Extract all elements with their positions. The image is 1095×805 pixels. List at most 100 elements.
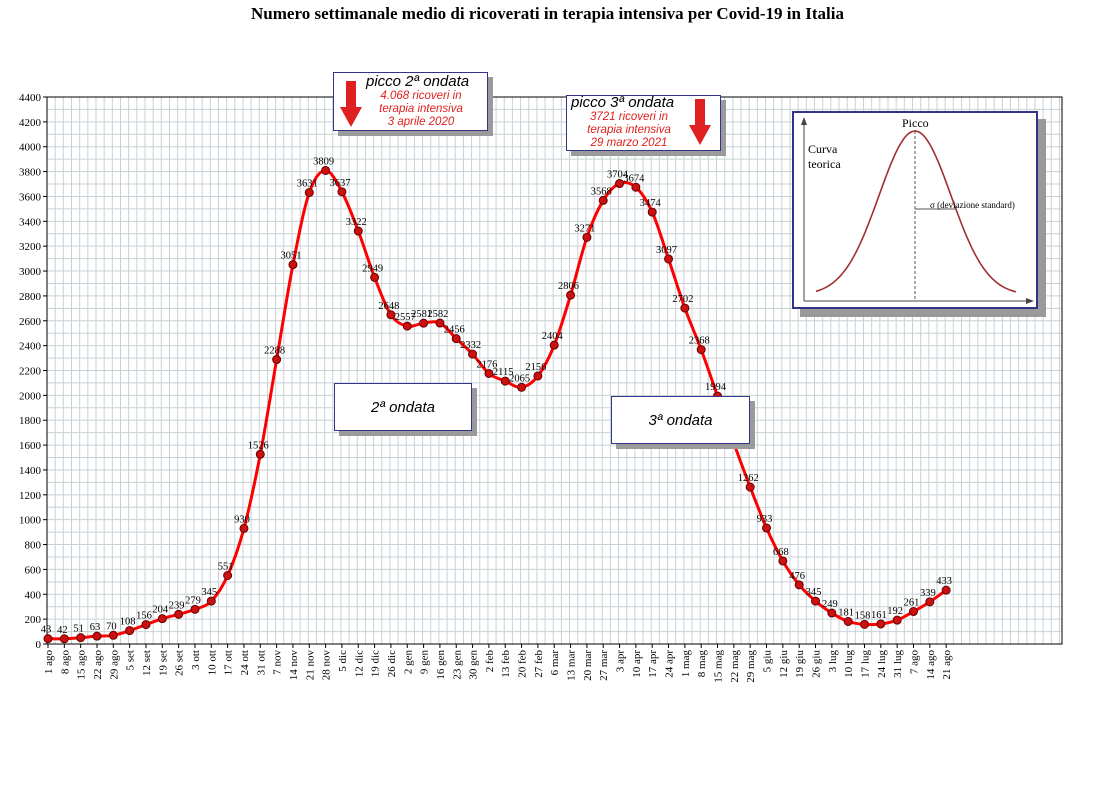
x-tick-label: 20 mar [582,650,594,681]
data-label: 51 [73,624,84,635]
data-label: 476 [789,571,805,582]
data-point [500,376,510,386]
data-label: 2176 [476,359,497,370]
y-tick-label: 1000 [19,515,42,527]
inset-curve-label-1: Curva [808,142,838,156]
x-tick-label: 1 mag [680,650,692,678]
y-tick-label: 3800 [19,167,42,179]
data-point [582,232,592,242]
data-point [304,188,314,198]
x-tick-label: 27 mar [598,650,610,681]
y-tick-label: 2800 [19,291,42,303]
x-tick-label: 29 ago [108,650,120,680]
x-tick-label: 17 lug [860,650,872,678]
x-tick-label: 2 feb [484,650,496,673]
peak3-line2: terapia intensiva [587,124,671,136]
data-point [451,334,461,344]
data-label: 2806 [558,281,579,292]
data-label: 2581 [411,309,432,320]
data-label: 2404 [542,331,564,342]
x-tick-label: 19 giu [794,650,806,678]
data-point [92,631,102,641]
data-point [647,207,657,217]
y-tick-label: 1400 [19,465,42,477]
data-label: 2115 [493,367,514,378]
data-label: 2557 [395,312,416,323]
x-tick-label: 24 apr [664,650,676,678]
x-tick-label: 9 gen [419,650,431,675]
data-label: 3704 [607,170,629,181]
peak2-line1: 4.068 ricoveri in [380,90,462,102]
inset-theoretical-curve: Picco Curva teorica σ (deviazione standa… [792,111,1038,309]
data-point [386,310,396,320]
x-tick-label: 8 ago [59,650,71,675]
data-point [925,597,935,607]
data-point [745,482,755,492]
chart-title: Numero settimanale medio di ricoverati i… [251,4,844,23]
inset-sigma-label: σ (deviazione standard) [930,200,1015,210]
x-tick-label: 26 dic [386,650,398,677]
data-point [843,616,853,626]
y-tick-label: 1600 [19,440,42,452]
y-tick-label: 200 [25,614,42,626]
x-tick-label: 12 set [141,650,153,676]
data-label: 3051 [280,251,301,262]
data-point [794,580,804,590]
data-label: 3809 [313,156,334,167]
inset-curve-label-2: teorica [808,157,841,171]
data-label: 2288 [264,346,285,357]
data-point [762,523,772,533]
data-label: 2582 [427,309,448,320]
y-tick-label: 3200 [19,241,42,253]
inset-gaussian-curve [815,130,1017,293]
data-label: 345 [806,587,822,598]
data-label: 3322 [346,217,367,228]
x-tick-label: 24 lug [876,650,888,678]
x-tick-label: 19 dic [370,650,382,677]
x-tick-label: 10 ott [206,650,218,675]
data-points [43,165,951,644]
x-tick-label: 24 ott [239,650,251,675]
x-tick-label: 14 nov [288,650,300,681]
x-tick-label: 5 set [125,650,137,670]
peak2-annotation: picco 2ª ondata 4.068 ricoveri in terapi… [333,72,488,131]
data-label: 339 [920,588,936,599]
data-label: 63 [90,622,101,633]
data-point [566,290,576,300]
data-label: 3674 [623,173,645,184]
data-point [908,607,918,617]
data-point [615,179,625,189]
x-tick-label: 5 dic [337,650,349,672]
data-label: 2702 [672,294,693,305]
data-label: 204 [152,605,169,616]
data-point [353,226,363,236]
x-tick-label: 3 lug [827,650,839,673]
x-tick-label: 10 lug [843,650,855,678]
x-tick-label: 31 lug [892,650,904,678]
peak2-line3: 3 aprile 2020 [387,116,455,128]
data-label: 433 [936,576,952,587]
inset-peak-label: Picco [902,116,929,130]
data-point [321,165,331,175]
data-label: 2332 [460,340,481,351]
data-label: 668 [773,547,789,558]
peak2-line2: terapia intensiva [379,103,463,115]
x-tick-label: 29 mag [745,650,757,683]
data-point [549,340,559,350]
data-label: 930 [234,514,250,525]
x-tick-label: 10 apr [631,650,643,678]
x-tick-label: 26 set [174,650,186,676]
data-label: 158 [855,610,871,621]
x-tick-label: 3 ott [190,650,202,670]
data-point [598,195,608,205]
x-tick-label: 17 apr [647,650,659,678]
data-point [811,596,821,606]
data-label: 108 [120,617,136,628]
x-tick-label: 12 giu [778,650,790,678]
data-point [174,609,184,619]
data-point [108,630,118,640]
x-tick-label: 19 set [157,650,169,676]
data-point [43,634,53,644]
data-label: 3631 [297,179,318,190]
grid-lines [46,96,1062,645]
